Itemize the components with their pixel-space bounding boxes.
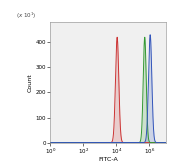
- X-axis label: FITC-A: FITC-A: [98, 157, 118, 162]
- Y-axis label: Count: Count: [28, 73, 33, 92]
- Text: $(x\ 10^1)$: $(x\ 10^1)$: [16, 11, 36, 21]
